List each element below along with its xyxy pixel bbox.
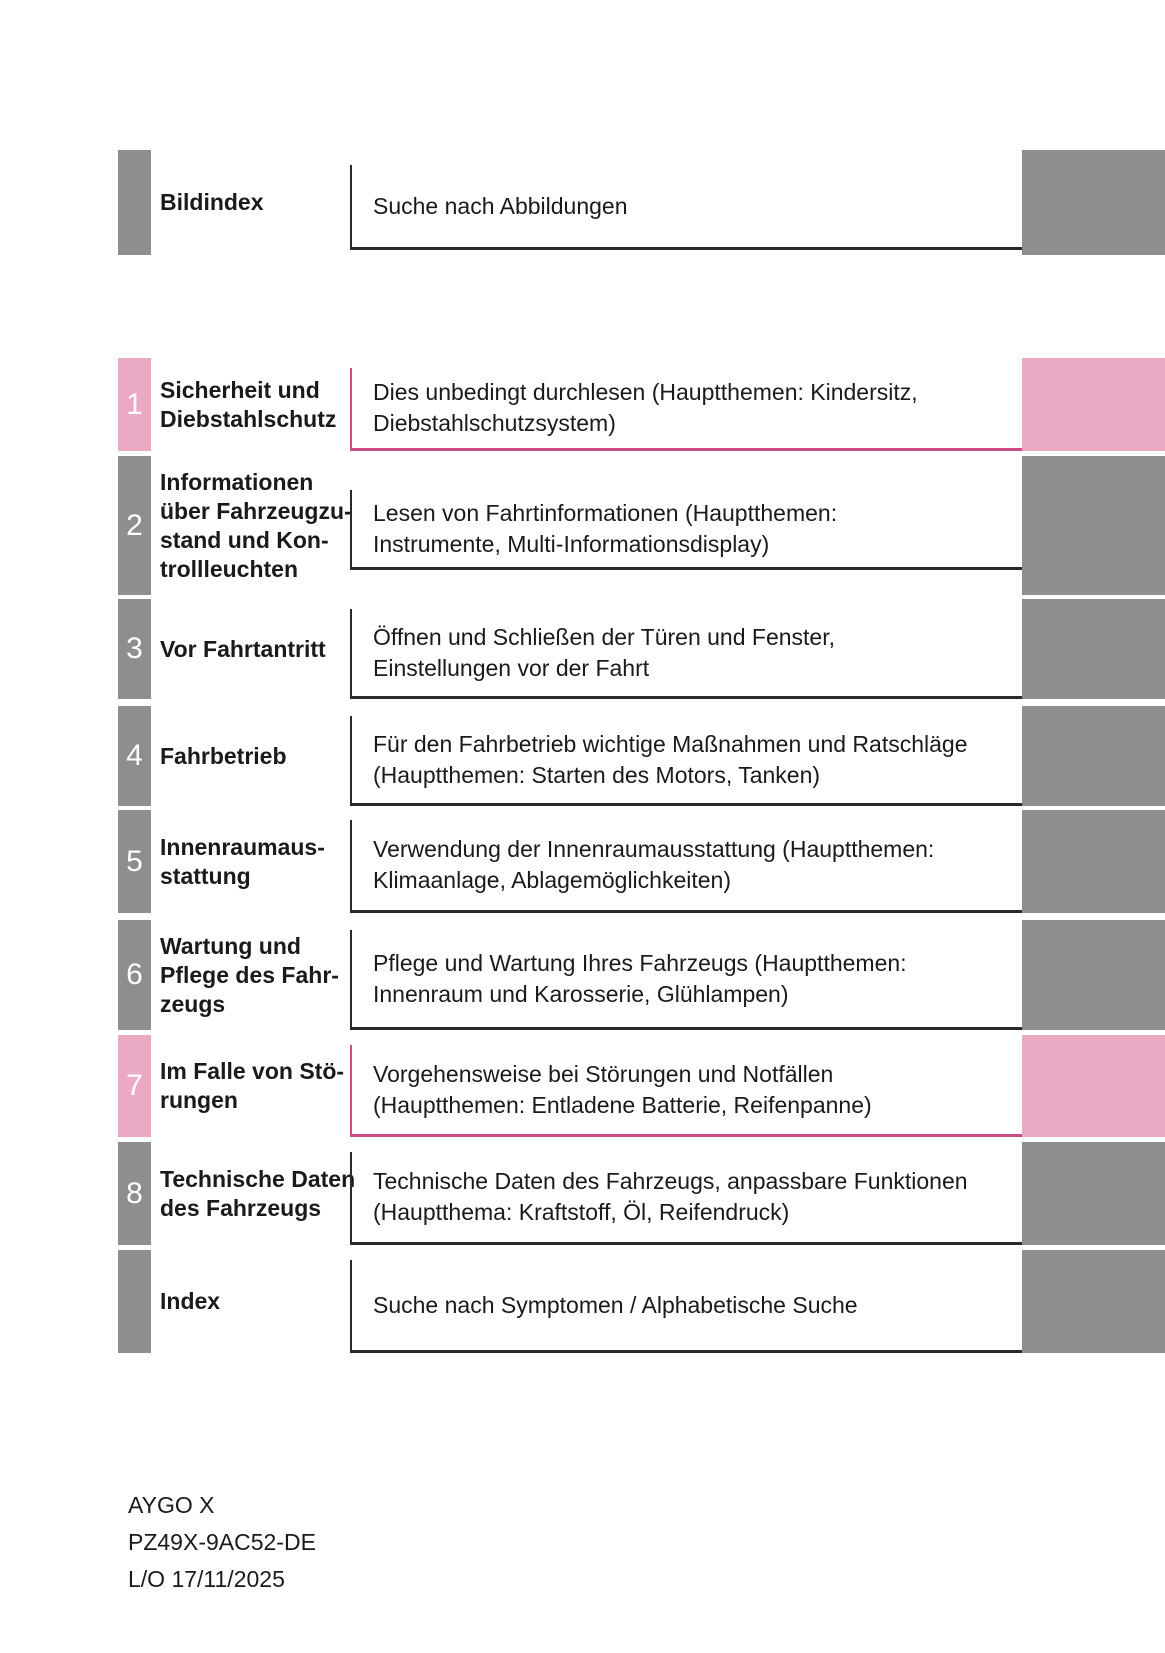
chapter-tab — [118, 1250, 151, 1353]
chapter-description: Suche nach Symptomen / Alphabetische Suc… — [350, 1260, 1022, 1353]
toc-row-4: 4 Fahrbetrieb Für den Fahrbetrieb wichti… — [0, 706, 1165, 806]
chapter-description: Technische Daten des Fahrzeugs, anpassba… — [350, 1152, 1022, 1245]
chapter-title: Fahrbetrieb — [160, 742, 287, 769]
chapter-number: 5 — [126, 844, 143, 878]
toc-row-2: 2 Informationen über Fahrzeugzu- stand u… — [0, 456, 1165, 595]
toc-row-6: 6 Wartung und Pflege des Fahr- zeugs Pfl… — [0, 920, 1165, 1030]
edge-index-marker — [1022, 599, 1165, 699]
chapter-tab: 8 — [118, 1142, 151, 1245]
chapter-tab: 3 — [118, 599, 151, 699]
chapter-description: Öffnen und Schließen der Türen und Fenst… — [350, 609, 1022, 699]
chapter-description: Verwendung der Innenraumausstattung (Hau… — [350, 820, 1022, 913]
edge-index-marker — [1022, 1035, 1165, 1137]
chapter-description: Pflege und Wartung Ihres Fahrzeugs (Haup… — [350, 930, 1022, 1030]
chapter-tab — [118, 150, 151, 255]
edge-index-marker — [1022, 150, 1165, 255]
edge-index-marker — [1022, 358, 1165, 451]
chapter-number: 8 — [126, 1176, 143, 1210]
chapter-title: Vor Fahrtantritt — [160, 635, 326, 662]
chapter-number: 7 — [126, 1069, 143, 1102]
chapter-description: Dies unbedingt durchlesen (Hauptthemen: … — [350, 368, 1022, 451]
chapter-description: Suche nach Abbildungen — [350, 165, 1022, 250]
chapter-tab: 4 — [118, 706, 151, 806]
chapter-tab: 5 — [118, 810, 151, 913]
toc-row-3: 3 Vor Fahrtantritt Öffnen und Schließen … — [0, 599, 1165, 699]
edge-index-marker — [1022, 456, 1165, 595]
toc-row-bildindex: Bildindex Suche nach Abbildungen — [0, 150, 1165, 255]
edge-index-marker — [1022, 810, 1165, 913]
toc-row-index: Index Suche nach Symptomen / Alphabetisc… — [0, 1250, 1165, 1353]
publication-info: AYGO X PZ49X-9AC52-DE L/O 17/11/2025 — [128, 1492, 316, 1592]
chapter-title: Im Falle von Stö- rungen — [160, 1058, 345, 1113]
chapter-title: Index — [160, 1288, 221, 1314]
chapter-title: Technische Daten des Fahrzeugs — [160, 1165, 356, 1221]
chapter-tab: 1 — [118, 358, 151, 451]
chapter-tab: 6 — [118, 920, 151, 1030]
chapter-number: 3 — [126, 632, 143, 665]
toc-row-8: 8 Technische Daten des Fahrzeugs Technis… — [0, 1142, 1165, 1245]
chapter-title: Wartung und Pflege des Fahr- zeugs — [160, 932, 339, 1017]
chapter-title: Bildindex — [160, 189, 264, 215]
chapter-number: 6 — [126, 958, 143, 991]
edge-index-marker — [1022, 920, 1165, 1030]
chapter-number: 2 — [126, 508, 143, 542]
toc-row-1: 1 Sicherheit und Diebstahlschutz Dies un… — [0, 358, 1165, 451]
chapter-number: 4 — [126, 739, 143, 772]
toc-row-7: 7 Im Falle von Stö- rungen Vorgehensweis… — [0, 1035, 1165, 1137]
chapter-tab: 2 — [118, 456, 151, 595]
edge-index-marker — [1022, 1250, 1165, 1353]
chapter-description: Lesen von Fahrtinformationen (Haupttheme… — [350, 490, 1022, 570]
chapter-title: Sicherheit und Diebstahlschutz — [160, 376, 337, 432]
chapter-title: Informationen über Fahrzeugzu- stand und… — [160, 468, 352, 582]
chapter-tab: 7 — [118, 1035, 151, 1137]
chapter-number: 1 — [126, 387, 143, 421]
toc-row-5: 5 Innenraumaus- stattung Verwendung der … — [0, 810, 1165, 913]
edge-index-marker — [1022, 706, 1165, 806]
chapter-description: Für den Fahrbetrieb wichtige Maßnahmen u… — [350, 716, 1022, 806]
edge-index-marker — [1022, 1142, 1165, 1245]
chapter-description: Vorgehensweise bei Störungen und Notfäll… — [350, 1045, 1022, 1137]
chapter-title: Innenraumaus- stattung — [160, 833, 325, 889]
